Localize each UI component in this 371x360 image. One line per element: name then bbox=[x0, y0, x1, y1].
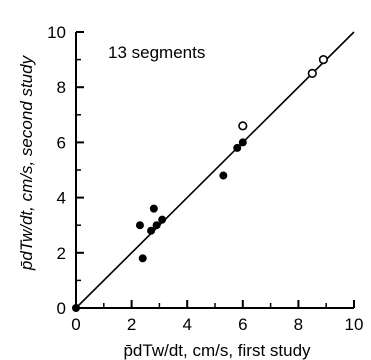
y-tick-label: 6 bbox=[57, 133, 66, 152]
x-tick-label: 2 bbox=[127, 315, 136, 334]
data-point-filled bbox=[149, 204, 158, 213]
data-point-filled bbox=[238, 138, 247, 147]
x-tick-label: 6 bbox=[238, 315, 247, 334]
x-tick-label: 10 bbox=[345, 315, 364, 334]
data-point-filled bbox=[138, 254, 147, 263]
y-axis-label: p̄dTw/dt, cm/s, second study bbox=[17, 54, 36, 271]
data-points bbox=[72, 54, 329, 312]
data-point-open bbox=[307, 68, 317, 78]
x-axis-label: p̄dTw/dt, cm/s, first study bbox=[123, 341, 311, 360]
ticks: 0 2 4 6 8 10 0 2 4 6 8 10 bbox=[47, 23, 363, 334]
data-point-filled bbox=[233, 143, 242, 152]
y-tick-label: 0 bbox=[57, 299, 66, 318]
data-point-filled bbox=[135, 221, 144, 230]
segment-count-annotation: 13 segments bbox=[108, 43, 205, 62]
data-point-filled bbox=[152, 221, 161, 230]
data-point-open bbox=[318, 54, 329, 65]
x-tick-label: 4 bbox=[182, 315, 191, 334]
x-tick-label: 8 bbox=[294, 315, 303, 334]
data-point-filled bbox=[72, 304, 80, 312]
y-tick-label: 4 bbox=[57, 189, 66, 208]
data-point-filled bbox=[219, 171, 228, 180]
data-point-filled bbox=[158, 215, 167, 224]
y-tick-label: 8 bbox=[57, 78, 66, 97]
data-point-open bbox=[238, 121, 248, 131]
identity-line bbox=[75, 31, 355, 309]
y-tick-label: 2 bbox=[57, 244, 66, 263]
data-point-filled bbox=[147, 226, 156, 235]
x-tick-label: 0 bbox=[71, 315, 80, 334]
y-tick-label: 10 bbox=[47, 23, 66, 42]
